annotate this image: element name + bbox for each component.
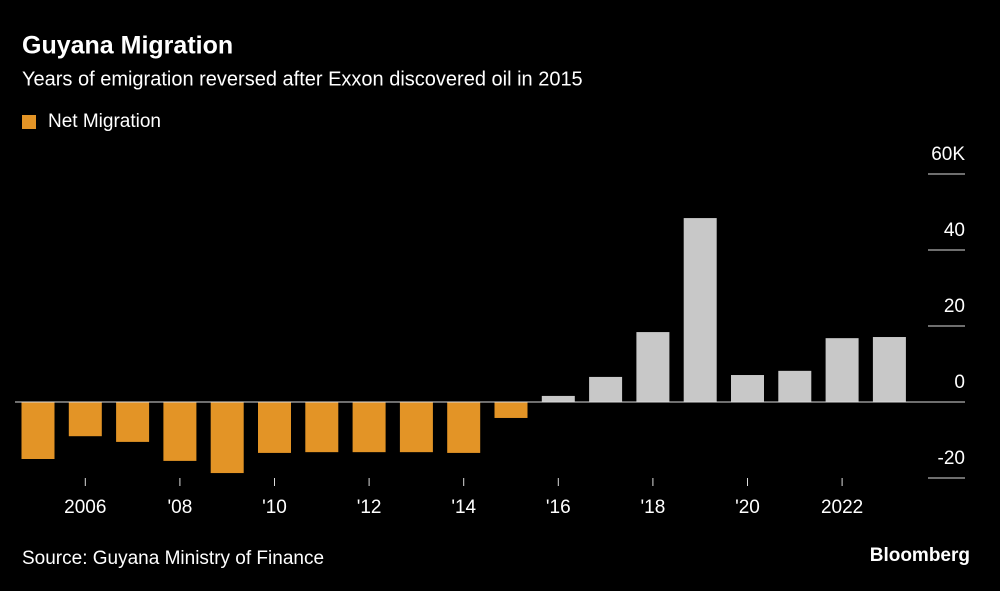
chart-subtitle: Years of emigration reversed after Exxon… [22,68,583,90]
source: Source: Guyana Ministry of Finance [22,548,324,569]
x-tick-label: 2006 [64,497,106,518]
bar [21,402,55,459]
y-tick-label: 0 [954,372,965,393]
brand: Bloomberg [870,545,970,566]
bar [731,375,764,402]
x-tick-label: '20 [735,497,760,518]
x-tick-label: '18 [641,497,666,518]
bar [258,402,291,453]
bar [68,402,102,437]
bar [494,402,528,418]
x-tick-label: '08 [168,497,193,518]
bar [163,402,197,461]
x-tick-label: '10 [262,497,287,518]
bar [825,338,859,402]
bar [589,376,623,402]
y-tick-label: -20 [938,448,965,469]
bar [541,395,575,402]
y-tick-label: 40 [944,220,965,241]
x-tick-label: 2022 [821,497,863,518]
y-tick-label: 60K [931,144,965,165]
legend-label: Net Migration [48,111,161,132]
bar [210,402,244,474]
bar [636,332,670,402]
bar [778,370,812,402]
x-tick-label: '16 [546,497,571,518]
bar [683,218,717,402]
bar [305,402,339,453]
bar [116,402,150,442]
bar [399,402,433,453]
bar [352,402,386,453]
legend-swatch [22,115,36,129]
y-tick-label: 20 [944,296,965,317]
x-tick-label: '14 [451,497,476,518]
chart-title: Guyana Migration [22,32,233,60]
x-tick-label: '12 [357,497,382,518]
bar [872,337,906,402]
bar [447,402,481,453]
